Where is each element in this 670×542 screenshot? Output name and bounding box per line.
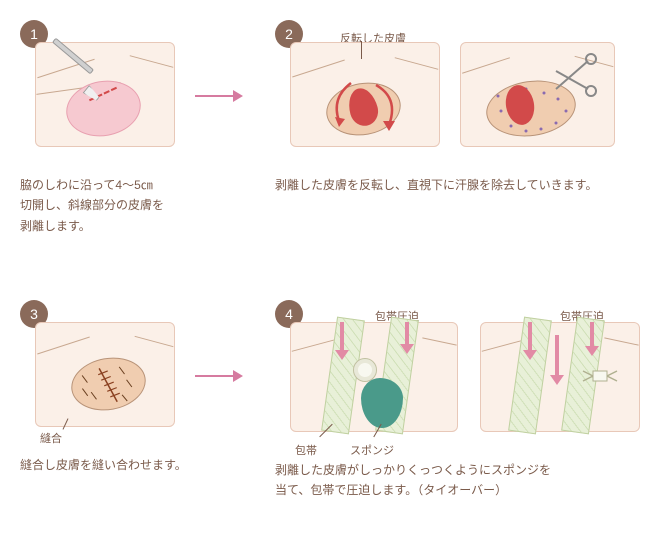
shaded-patch (62, 75, 145, 142)
armpit-line (135, 336, 174, 347)
step-num-4: 4 (285, 306, 293, 322)
down-arrow-icon (590, 322, 594, 348)
illus-step4a (290, 322, 458, 432)
arrow-icon (195, 95, 235, 97)
armpit-line (604, 337, 638, 345)
step-num-2: 2 (285, 26, 293, 42)
armpit-line (395, 57, 439, 70)
tieoff-icon (581, 363, 621, 388)
armpit-line (462, 57, 510, 73)
down-arrow-icon (340, 322, 344, 352)
label-suture: 縫合 (40, 430, 62, 446)
illus-step2b (460, 42, 615, 147)
illus-step1 (35, 42, 175, 147)
down-arrow-icon (528, 322, 532, 352)
armpit-line (37, 337, 90, 355)
leader-line (361, 41, 362, 59)
scissors-icon (546, 51, 606, 101)
skin-patch (67, 352, 150, 416)
step-num-3: 3 (30, 306, 38, 322)
illus-step3 (35, 322, 175, 427)
caption-step3: 縫合し皮膚を縫い合わせます。 (20, 455, 190, 475)
down-arrow-icon (555, 335, 559, 377)
down-arrow-icon (405, 322, 409, 346)
armpit-line (422, 337, 456, 345)
caption-step1: 脇のしわに沿って4～5㎝ 切開し、斜線部分の皮膚を 剥離します。 (20, 175, 180, 236)
flip-arrows-icon (321, 73, 411, 143)
step-num-1: 1 (30, 26, 38, 42)
armpit-line (292, 339, 336, 352)
label-sponge: スポンジ (350, 442, 394, 458)
scalpel-handle (52, 38, 94, 75)
label-bandage: 包帯 (295, 442, 317, 458)
arrow-icon (195, 375, 235, 377)
armpit-line (130, 55, 174, 68)
caption-step4: 剥離した皮膚がしっかりくっつくようにスポンジを 当て、包帯で圧迫します。（タイオ… (275, 460, 645, 501)
illus-step2a (290, 42, 440, 147)
caption-step2: 剥離した皮膚を反転し、直視下に汗腺を除去していきます。 (275, 175, 645, 195)
